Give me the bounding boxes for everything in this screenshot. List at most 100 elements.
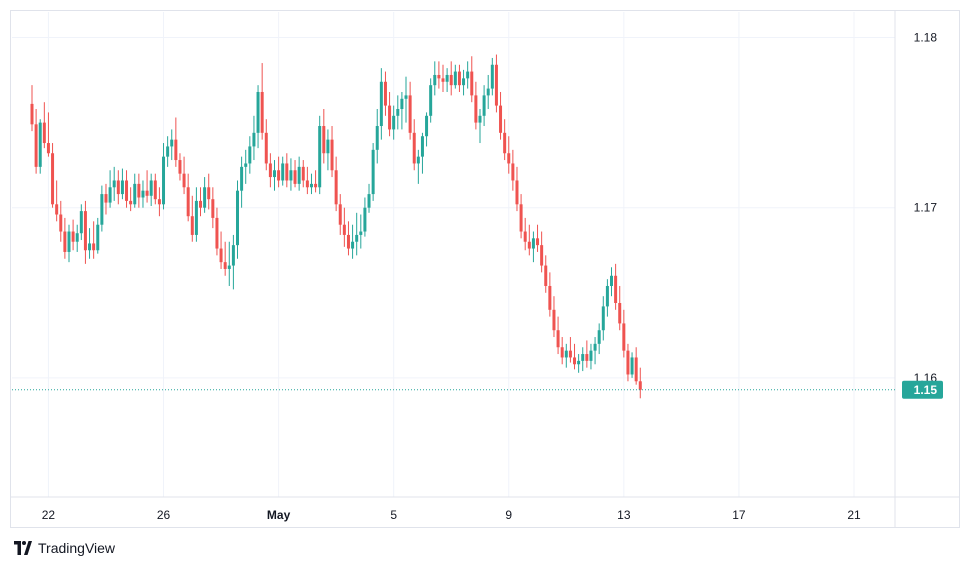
candle-body — [573, 357, 577, 365]
candle-body — [597, 330, 601, 344]
y-tick-label: 1.18 — [914, 31, 938, 45]
candle-body — [605, 285, 609, 307]
candle-body — [194, 200, 198, 235]
candle-body — [618, 303, 622, 324]
candle-body — [100, 194, 104, 225]
candle-body — [264, 132, 268, 164]
candle — [272, 160, 276, 191]
candle — [293, 160, 297, 188]
candle — [46, 112, 50, 157]
candle-body — [346, 234, 350, 249]
candle-body — [96, 224, 100, 251]
candle — [338, 194, 342, 235]
candle — [610, 267, 614, 297]
candle — [178, 153, 182, 181]
candle — [194, 187, 198, 242]
candle — [305, 166, 309, 195]
candle-body — [59, 214, 63, 232]
x-tick-label: 5 — [390, 508, 397, 522]
candle-body — [351, 241, 355, 249]
candle — [375, 109, 379, 164]
y-tick-label: 1.17 — [914, 201, 938, 215]
candle — [503, 119, 507, 161]
candle-body — [71, 231, 75, 242]
candle-body — [560, 347, 564, 358]
candle — [544, 255, 548, 293]
candle — [170, 129, 174, 161]
candle — [326, 129, 330, 171]
candle — [441, 64, 445, 92]
candle-body — [231, 245, 235, 266]
candle — [425, 112, 429, 147]
candle — [383, 71, 387, 116]
candle-body — [281, 163, 285, 181]
candle — [577, 354, 581, 373]
candle — [51, 143, 55, 208]
candle — [453, 64, 457, 89]
candle-body — [486, 88, 490, 96]
candle-body — [30, 103, 34, 125]
candle-body — [556, 330, 560, 348]
candle-body — [174, 139, 178, 161]
candle — [211, 187, 215, 229]
candle-body — [634, 357, 638, 382]
candle — [116, 170, 120, 205]
candle — [486, 74, 490, 109]
last-price-badge — [902, 380, 943, 399]
tradingview-logo-icon — [14, 541, 32, 555]
x-tick-label: 21 — [847, 508, 861, 522]
candle-body — [379, 81, 383, 127]
candle-body — [207, 187, 211, 200]
candle — [141, 180, 145, 208]
candle-body — [108, 187, 112, 203]
candle — [412, 119, 416, 171]
candle — [568, 337, 572, 363]
candle-body — [355, 234, 359, 242]
candle — [264, 119, 268, 171]
candle-body — [552, 309, 556, 331]
candle — [133, 173, 137, 208]
candle-body — [392, 115, 396, 130]
candle-body — [474, 95, 478, 123]
candle-body — [334, 170, 338, 205]
tradingview-branding[interactable]: TradingView — [12, 540, 115, 556]
candle-body — [441, 78, 445, 82]
candle-body — [540, 245, 544, 266]
candle-body — [120, 180, 124, 195]
candle-body — [133, 183, 137, 205]
candle — [79, 204, 83, 241]
candle-body — [383, 81, 387, 106]
candle — [499, 91, 503, 140]
candle — [244, 149, 248, 184]
candle — [256, 85, 260, 149]
candle-body — [272, 170, 276, 178]
candle — [104, 183, 108, 215]
candle — [92, 221, 96, 259]
candle — [400, 91, 404, 130]
candle-body — [112, 180, 116, 188]
candle-body — [285, 163, 289, 181]
candle-layer — [30, 54, 642, 399]
candle — [474, 81, 478, 130]
candle — [190, 195, 194, 242]
candle — [309, 173, 313, 195]
candle-body — [494, 64, 498, 106]
candle — [42, 102, 46, 149]
candle — [137, 173, 141, 208]
candle-body — [503, 132, 507, 154]
candle-body — [63, 231, 67, 252]
candle-body — [277, 170, 281, 181]
candle-body — [511, 163, 515, 181]
candle-body — [630, 357, 634, 375]
candle — [564, 343, 568, 368]
candle-body — [248, 146, 252, 164]
candle-body — [564, 350, 568, 358]
candle-body — [548, 285, 552, 310]
candle-body — [301, 166, 305, 181]
candle — [519, 194, 523, 239]
candle — [227, 241, 231, 286]
candle — [638, 367, 642, 399]
candle-body — [330, 139, 334, 171]
candle — [112, 166, 116, 201]
